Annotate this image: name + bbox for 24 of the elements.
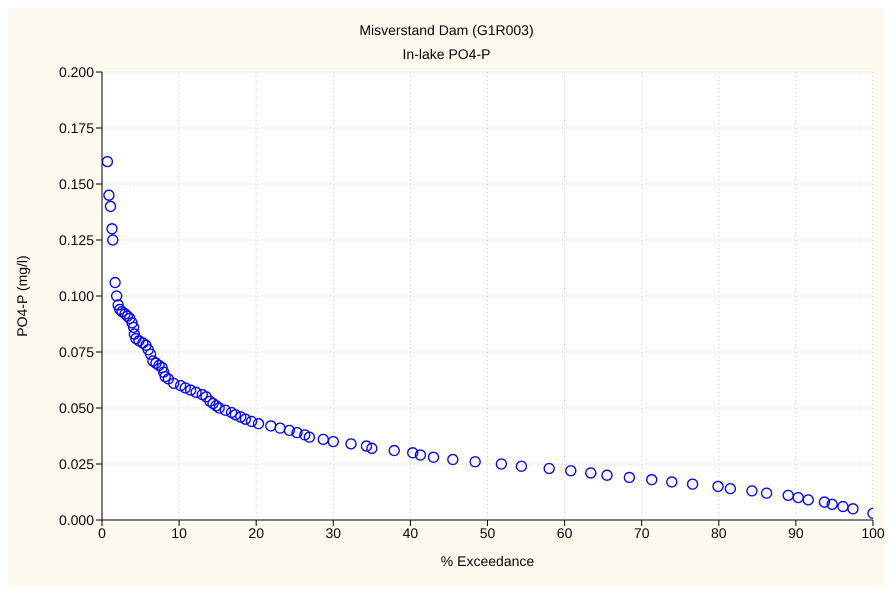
y-tick-label: 0.200 [58, 64, 94, 80]
x-tick-label: 0 [98, 524, 106, 541]
y-tick-label: 0.075 [58, 344, 94, 360]
x-tick-label: 20 [248, 524, 264, 541]
y-axis-title: PO4-P (mg/l) [14, 255, 30, 337]
chart-title: Misverstand Dam (G1R003) [358, 21, 535, 40]
x-tick-label: 90 [788, 524, 804, 541]
y-tick-label: 0.025 [58, 456, 94, 472]
x-tick-label: 50 [480, 524, 496, 541]
x-tick-label: 100 [861, 524, 885, 541]
x-tick-label: 30 [326, 524, 342, 541]
x-tick-label: 80 [711, 524, 727, 541]
x-tick-label: 70 [634, 524, 650, 541]
y-tick-label: 0.150 [58, 176, 94, 192]
y-tick-label: 0.050 [58, 400, 94, 416]
x-tick-label: 10 [171, 524, 188, 541]
y-tick-label: 0.125 [58, 232, 94, 248]
y-tick-label: 0.100 [58, 288, 94, 304]
x-axis-title: % Exceedance [440, 553, 534, 569]
y-tick-label: 0.175 [58, 120, 94, 136]
y-tick-label: 0.000 [58, 512, 94, 528]
x-tick-label: 60 [556, 524, 573, 541]
chart-subtitle: In-lake PO4-P [402, 46, 490, 62]
x-tick-label: 40 [402, 524, 418, 541]
